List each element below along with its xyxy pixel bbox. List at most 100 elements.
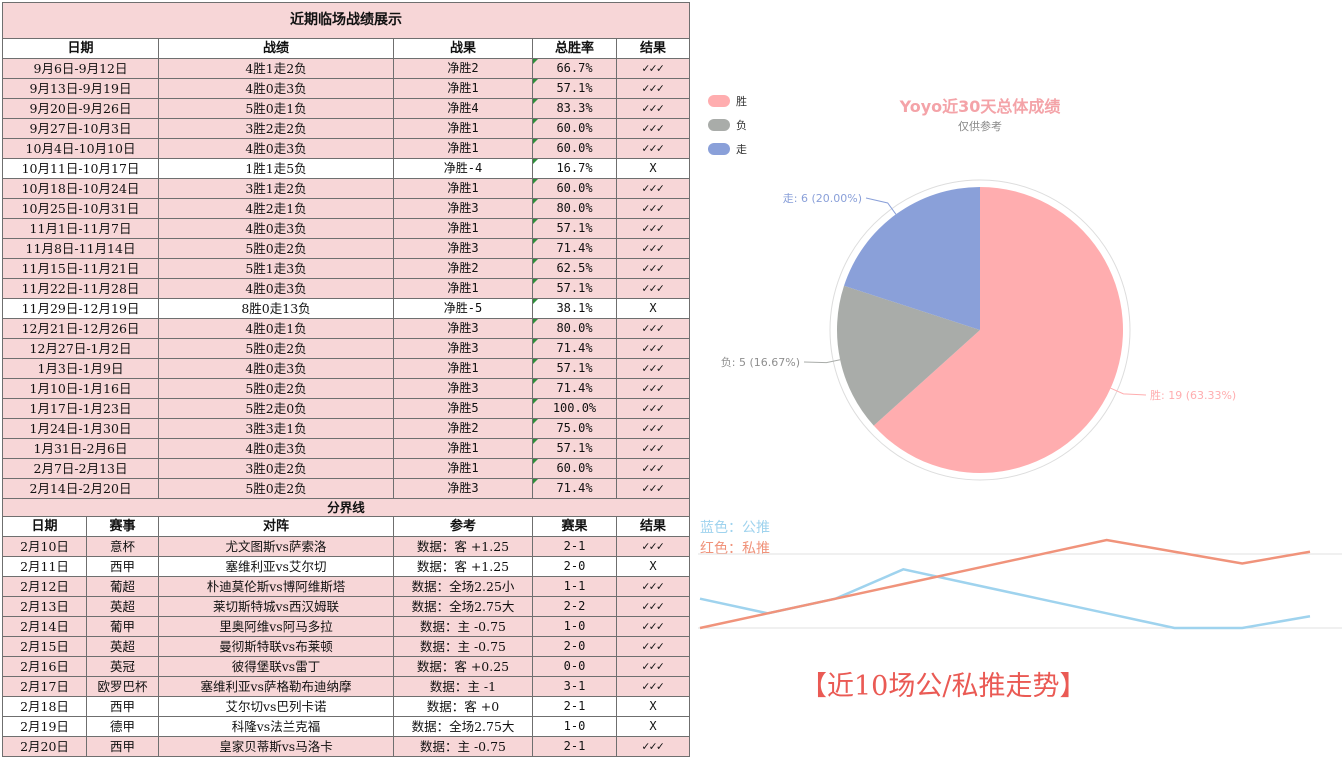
record-result: ✓✓✓	[615, 418, 691, 439]
match-league: 欧罗巴杯	[86, 676, 159, 697]
legend-label-draw: 走	[736, 143, 747, 156]
record-rate: 57.1%	[532, 78, 617, 99]
record-score: 4胜0走3负	[158, 138, 394, 159]
record-date: 10月18日-10月24日	[2, 178, 159, 199]
record-date: 11月1日-11月7日	[2, 218, 159, 239]
pie-slice-loss[interactable]	[837, 285, 980, 426]
record-date: 10月11日-10月17日	[2, 158, 159, 179]
pie-label-line-draw	[865, 197, 897, 215]
legend-item-loss[interactable]: 负	[708, 118, 747, 132]
pie-slice-draw[interactable]	[843, 187, 980, 330]
trend-caption: 【近10场公/私推走势】	[800, 671, 1087, 702]
record-result: ✓✓✓	[615, 318, 691, 339]
record-date: 1月10日-1月16日	[2, 378, 159, 399]
match-teams: 彼得堡联vs雷丁	[158, 656, 394, 677]
pie-chart: 胜: 19 (63.33%) 负: 5 (16.67%) 走: 6 (20.00%)	[721, 179, 1236, 481]
match-row: 2月17日 欧罗巴杯 塞维利亚vs萨格勒布迪纳摩 数据：主 -1 3-1 ✓✓✓	[2, 676, 691, 697]
match-score: 2-0	[532, 556, 617, 577]
record-row: 11月1日-11月7日 4胜0走3负 净胜1 57.1% ✓✓✓	[2, 218, 691, 239]
record-header-row: 日期 战绩 战果 总胜率 结果	[2, 38, 691, 59]
record-rate: 71.4%	[532, 238, 617, 259]
match-row: 2月19日 德甲 科隆vs法兰克福 数据：全场2.75大 1-0 X	[2, 716, 691, 737]
match-reference: 数据：主 -0.75	[393, 736, 533, 757]
record-row: 10月25日-10月31日 4胜2走1负 净胜3 80.0% ✓✓✓	[2, 198, 691, 219]
match-league: 意杯	[86, 536, 159, 557]
match-reference: 数据：客 +1.25	[393, 556, 533, 577]
record-score: 1胜1走5负	[158, 158, 394, 179]
record-row: 11月15日-11月21日 5胜1走3负 净胜2 62.5% ✓✓✓	[2, 258, 691, 279]
record-result: ✓✓✓	[615, 378, 691, 399]
record-result: ✓✓✓	[615, 138, 691, 159]
record-rate: 62.5%	[532, 258, 617, 279]
match-score: 0-0	[532, 656, 617, 677]
pie-title: Yoyo近30天总体成绩	[899, 97, 1061, 116]
header-rate: 总胜率	[532, 38, 617, 59]
record-net: 净胜2	[393, 418, 533, 439]
record-date: 10月25日-10月31日	[2, 198, 159, 219]
match-score: 2-1	[532, 536, 617, 557]
match-date: 2月12日	[2, 576, 87, 597]
record-row: 11月29日-12月19日 8胜0走13负 净胜-5 38.1% X	[2, 298, 691, 319]
record-date: 9月27日-10月3日	[2, 118, 159, 139]
record-row: 9月13日-9月19日 4胜0走3负 净胜1 57.1% ✓✓✓	[2, 78, 691, 99]
header-result: 结果	[615, 38, 691, 59]
record-rate: 57.1%	[532, 358, 617, 379]
record-date: 10月4日-10月10日	[2, 138, 159, 159]
record-result: ✓✓✓	[615, 358, 691, 379]
record-rate: 60.0%	[532, 458, 617, 479]
match-league: 西甲	[86, 696, 159, 717]
match-score: 2-1	[532, 736, 617, 757]
pie-label-line-loss	[803, 359, 841, 364]
match-result: ✓✓✓	[615, 536, 691, 557]
record-row: 10月4日-10月10日 4胜0走3负 净胜1 60.0% ✓✓✓	[2, 138, 691, 159]
record-date: 2月7日-2月13日	[2, 458, 159, 479]
trend-line-private	[699, 538, 1311, 630]
record-score: 5胜0走1负	[158, 98, 394, 119]
match-result: X	[615, 556, 691, 577]
match-teams: 里奥阿维vs阿马多拉	[158, 616, 394, 637]
record-rate: 60.0%	[532, 138, 617, 159]
legend-item-draw[interactable]: 走	[708, 142, 747, 156]
match-reference: 数据：客 +0	[393, 696, 533, 717]
legend-item-win[interactable]: 胜	[708, 94, 747, 108]
match-date: 2月14日	[2, 616, 87, 637]
match-league: 英超	[86, 596, 159, 617]
match-teams: 朴迪莫伦斯vs博阿维斯塔	[158, 576, 394, 597]
record-result: ✓✓✓	[615, 398, 691, 419]
record-net: 净胜2	[393, 58, 533, 79]
record-net: 净胜3	[393, 338, 533, 359]
table-title: 近期临场战绩展示	[1, 2, 691, 39]
record-net: 净胜1	[393, 458, 533, 479]
match-reference: 数据：客 +0.25	[393, 656, 533, 677]
match-score: 3-1	[532, 676, 617, 697]
legend-swatch-draw	[708, 143, 730, 155]
record-row: 12月21日-12月26日 4胜0走1负 净胜3 80.0% ✓✓✓	[2, 318, 691, 339]
record-result: ✓✓✓	[615, 78, 691, 99]
record-net: 净胜3	[393, 198, 533, 219]
record-result: ✓✓✓	[615, 178, 691, 199]
match-date: 2月13日	[2, 596, 87, 617]
record-rate: 16.7%	[532, 158, 617, 179]
match-score: 2-2	[532, 596, 617, 617]
record-row: 11月22日-11月28日 4胜0走3负 净胜1 57.1% ✓✓✓	[2, 278, 691, 299]
record-net: 净胜3	[393, 238, 533, 259]
match-date: 2月19日	[2, 716, 87, 737]
record-rate: 57.1%	[532, 218, 617, 239]
legend-label-win: 胜	[736, 95, 747, 108]
record-row: 2月7日-2月13日 3胜0走2负 净胜1 60.0% ✓✓✓	[2, 458, 691, 479]
match-row: 2月10日 意杯 尤文图斯vs萨索洛 数据：客 +1.25 2-1 ✓✓✓	[2, 536, 691, 557]
match-row: 2月14日 葡甲 里奥阿维vs阿马多拉 数据：主 -0.75 1-0 ✓✓✓	[2, 616, 691, 637]
record-net: 净胜3	[393, 378, 533, 399]
record-rate: 80.0%	[532, 198, 617, 219]
match-teams: 莱切斯特城vs西汉姆联	[158, 596, 394, 617]
pie-slice-win[interactable]	[873, 187, 1123, 473]
record-net: 净胜1	[393, 118, 533, 139]
match-result: ✓✓✓	[615, 576, 691, 597]
record-score: 3胜1走2负	[158, 178, 394, 199]
record-net: 净胜3	[393, 478, 533, 499]
record-row: 2月14日-2月20日 5胜0走2负 净胜3 71.4% ✓✓✓	[2, 478, 691, 499]
match-league: 德甲	[86, 716, 159, 737]
record-sheet: 近期临场战绩展示 日期 战绩 战果 总胜率 结果 9月6日-9月12日 4胜1走2…	[1, 2, 691, 757]
record-result: ✓✓✓	[615, 258, 691, 279]
record-row: 9月27日-10月3日 3胜2走2负 净胜1 60.0% ✓✓✓	[2, 118, 691, 139]
